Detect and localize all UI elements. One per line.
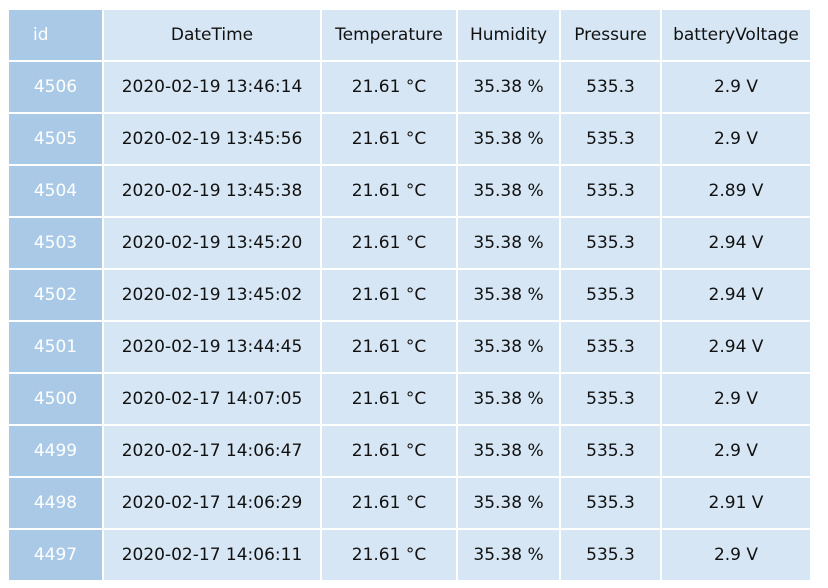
cell-battery-voltage: 2.9 V [662, 426, 810, 476]
cell-pressure: 535.3 [561, 478, 660, 528]
cell-id: 4505 [9, 114, 102, 164]
cell-pressure: 535.3 [561, 322, 660, 372]
cell-humidity: 35.38 % [458, 114, 559, 164]
table-row: 4506 2020-02-19 13:46:14 21.61 °C 35.38 % 53… [9, 62, 810, 112]
cell-datetime: 2020-02-17 14:06:29 [104, 478, 320, 528]
header-temperature[interactable]: Temperature [322, 10, 456, 60]
cell-humidity: 35.38 % [458, 478, 559, 528]
cell-battery-voltage: 2.89 V [662, 166, 810, 216]
cell-temperature: 21.61 °C [322, 426, 456, 476]
cell-battery-voltage: 2.94 V [662, 270, 810, 320]
cell-temperature: 21.61 °C [322, 374, 456, 424]
header-battery-voltage[interactable]: batteryVoltage [662, 10, 810, 60]
sensor-data-table: id DateTime Temperature Humidity Pressur… [7, 8, 812, 582]
cell-datetime: 2020-02-17 14:06:11 [104, 530, 320, 580]
cell-pressure: 535.3 [561, 114, 660, 164]
table-header-row: id DateTime Temperature Humidity Pressur… [9, 10, 810, 60]
cell-pressure: 535.3 [561, 166, 660, 216]
cell-temperature: 21.61 °C [322, 62, 456, 112]
cell-pressure: 535.3 [561, 270, 660, 320]
cell-id: 4506 [9, 62, 102, 112]
cell-id: 4497 [9, 530, 102, 580]
cell-battery-voltage: 2.9 V [662, 530, 810, 580]
cell-datetime: 2020-02-19 13:45:38 [104, 166, 320, 216]
cell-pressure: 535.3 [561, 374, 660, 424]
header-id[interactable]: id [9, 10, 102, 60]
cell-battery-voltage: 2.9 V [662, 62, 810, 112]
table-body: 4506 2020-02-19 13:46:14 21.61 °C 35.38 % 53… [9, 62, 810, 580]
table-row: 4500 2020-02-17 14:07:05 21.61 °C 35.38 % 53… [9, 374, 810, 424]
cell-datetime: 2020-02-19 13:45:02 [104, 270, 320, 320]
cell-datetime: 2020-02-17 14:07:05 [104, 374, 320, 424]
cell-humidity: 35.38 % [458, 62, 559, 112]
cell-temperature: 21.61 °C [322, 530, 456, 580]
cell-datetime: 2020-02-19 13:45:56 [104, 114, 320, 164]
cell-temperature: 21.61 °C [322, 478, 456, 528]
cell-id: 4501 [9, 322, 102, 372]
table-row: 4502 2020-02-19 13:45:02 21.61 °C 35.38 % 53… [9, 270, 810, 320]
cell-battery-voltage: 2.94 V [662, 322, 810, 372]
cell-humidity: 35.38 % [458, 166, 559, 216]
cell-humidity: 35.38 % [458, 322, 559, 372]
cell-humidity: 35.38 % [458, 270, 559, 320]
cell-id: 4504 [9, 166, 102, 216]
cell-humidity: 35.38 % [458, 426, 559, 476]
cell-humidity: 35.38 % [458, 218, 559, 268]
cell-battery-voltage: 2.9 V [662, 114, 810, 164]
cell-datetime: 2020-02-17 14:06:47 [104, 426, 320, 476]
cell-id: 4499 [9, 426, 102, 476]
cell-id: 4498 [9, 478, 102, 528]
table-row: 4498 2020-02-17 14:06:29 21.61 °C 35.38 % 53… [9, 478, 810, 528]
cell-id: 4500 [9, 374, 102, 424]
cell-id: 4502 [9, 270, 102, 320]
cell-datetime: 2020-02-19 13:44:45 [104, 322, 320, 372]
cell-temperature: 21.61 °C [322, 218, 456, 268]
header-pressure[interactable]: Pressure [561, 10, 660, 60]
cell-battery-voltage: 2.94 V [662, 218, 810, 268]
cell-pressure: 535.3 [561, 530, 660, 580]
cell-pressure: 535.3 [561, 426, 660, 476]
cell-temperature: 21.61 °C [322, 270, 456, 320]
table-row: 4503 2020-02-19 13:45:20 21.61 °C 35.38 % 53… [9, 218, 810, 268]
table-row: 4505 2020-02-19 13:45:56 21.61 °C 35.38 % 53… [9, 114, 810, 164]
cell-battery-voltage: 2.91 V [662, 478, 810, 528]
cell-temperature: 21.61 °C [322, 166, 456, 216]
cell-datetime: 2020-02-19 13:46:14 [104, 62, 320, 112]
cell-pressure: 535.3 [561, 218, 660, 268]
table-row: 4504 2020-02-19 13:45:38 21.61 °C 35.38 % 53… [9, 166, 810, 216]
cell-humidity: 35.38 % [458, 530, 559, 580]
table-row: 4499 2020-02-17 14:06:47 21.61 °C 35.38 % 53… [9, 426, 810, 476]
cell-id: 4503 [9, 218, 102, 268]
cell-humidity: 35.38 % [458, 374, 559, 424]
cell-temperature: 21.61 °C [322, 114, 456, 164]
cell-pressure: 535.3 [561, 62, 660, 112]
table-row: 4501 2020-02-19 13:44:45 21.61 °C 35.38 % 53… [9, 322, 810, 372]
header-datetime[interactable]: DateTime [104, 10, 320, 60]
header-humidity[interactable]: Humidity [458, 10, 559, 60]
table-row: 4497 2020-02-17 14:06:11 21.61 °C 35.38 % 53… [9, 530, 810, 580]
cell-temperature: 21.61 °C [322, 322, 456, 372]
cell-battery-voltage: 2.9 V [662, 374, 810, 424]
cell-datetime: 2020-02-19 13:45:20 [104, 218, 320, 268]
